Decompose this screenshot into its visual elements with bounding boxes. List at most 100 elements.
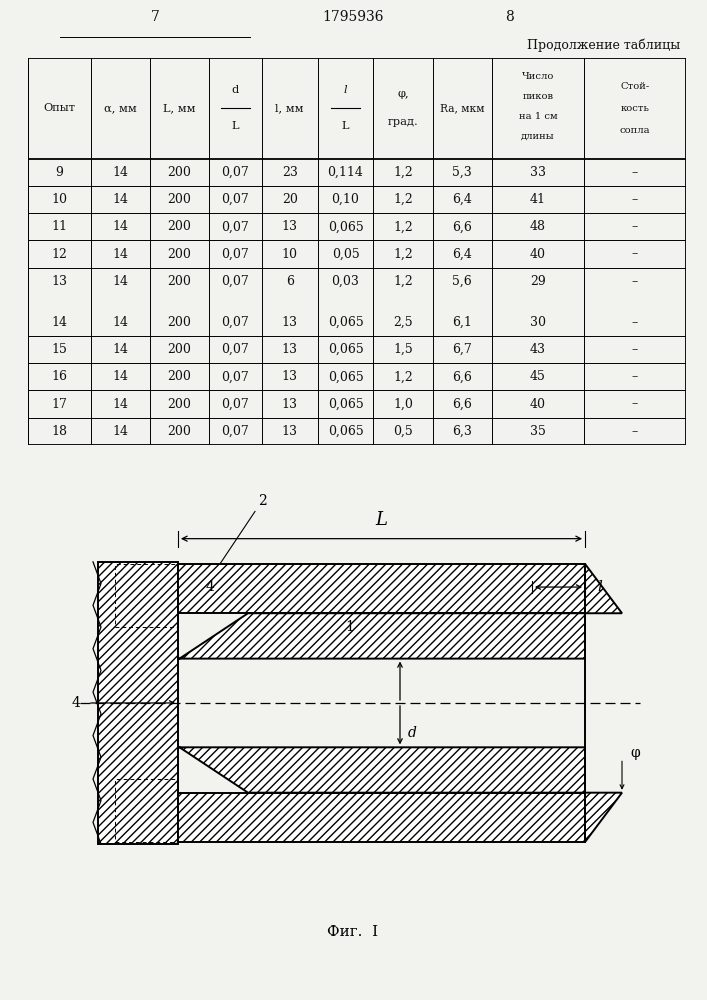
Text: 0,07: 0,07 [221,275,250,288]
Text: 43: 43 [530,343,546,356]
Text: L, мм: L, мм [163,103,196,113]
Text: 13: 13 [281,343,298,356]
Text: 0,065: 0,065 [327,398,363,411]
Text: 14: 14 [112,316,129,329]
Text: φ,: φ, [397,89,409,99]
Text: 0,065: 0,065 [327,425,363,438]
Text: L: L [375,511,387,529]
Text: –: – [632,316,638,329]
Text: 10: 10 [52,193,67,206]
Text: 1,2: 1,2 [393,370,413,383]
Text: 14: 14 [112,193,129,206]
Text: 14: 14 [112,425,129,438]
Text: 6,7: 6,7 [452,343,472,356]
Text: 13: 13 [281,370,298,383]
Text: –: – [632,398,638,411]
Text: 33: 33 [530,166,546,179]
Text: град.: град. [387,117,419,127]
Text: 6,6: 6,6 [452,220,472,233]
Text: d: d [232,85,239,95]
Text: –: – [632,425,638,438]
Text: 2,5: 2,5 [393,316,413,329]
Text: 1,2: 1,2 [393,220,413,233]
Text: 0,065: 0,065 [327,370,363,383]
Text: 9: 9 [56,166,64,179]
Text: 0,07: 0,07 [221,316,250,329]
Text: 29: 29 [530,275,546,288]
Text: 0,114: 0,114 [327,166,363,179]
Text: 0,065: 0,065 [327,343,363,356]
Text: 13: 13 [281,398,298,411]
Text: α, мм: α, мм [104,103,136,113]
Text: 200: 200 [168,166,192,179]
Text: l: l [597,580,602,594]
Text: φ: φ [630,746,640,760]
Text: 0,10: 0,10 [332,193,359,206]
Text: 13: 13 [281,316,298,329]
Text: 0,07: 0,07 [221,370,250,383]
Text: 17: 17 [52,398,67,411]
Text: 0,05: 0,05 [332,248,359,261]
Text: 1,5: 1,5 [393,343,413,356]
Polygon shape [585,564,622,613]
Bar [178,793,585,842]
Text: 6,6: 6,6 [452,398,472,411]
Text: 0,07: 0,07 [221,343,250,356]
Text: l: l [344,85,347,95]
Text: 13: 13 [281,425,298,438]
Text: 1: 1 [346,620,354,634]
Text: 6,4: 6,4 [452,193,472,206]
Text: 5,3: 5,3 [452,166,472,179]
Text: Число: Число [522,72,554,81]
Text: 200: 200 [168,425,192,438]
Text: l, мм: l, мм [276,103,304,113]
Text: –: – [632,220,638,233]
Text: 14: 14 [52,316,67,329]
Text: 11: 11 [52,220,67,233]
Text: Стой-: Стой- [620,82,650,91]
Text: 1,2: 1,2 [393,275,413,288]
Text: Ra, мкм: Ra, мкм [440,103,484,113]
Text: 200: 200 [168,248,192,261]
Text: 16: 16 [52,370,67,383]
Text: 200: 200 [168,275,192,288]
Text: 41: 41 [530,193,546,206]
Text: 0,07: 0,07 [221,193,250,206]
Text: 5,6: 5,6 [452,275,472,288]
Text: на 1 см: на 1 см [518,112,557,121]
Text: 13: 13 [281,220,298,233]
Text: 0,5: 0,5 [393,425,413,438]
Text: 14: 14 [112,220,129,233]
Text: 14: 14 [112,166,129,179]
Text: 1,0: 1,0 [393,398,413,411]
Text: 0,03: 0,03 [332,275,359,288]
Text: 0,07: 0,07 [221,166,250,179]
Text: Опыт: Опыт [44,103,76,113]
Text: 6,6: 6,6 [452,370,472,383]
Text: длины: длины [521,132,555,141]
Text: 0,07: 0,07 [221,248,250,261]
Text: 45: 45 [530,370,546,383]
Text: 40: 40 [530,248,546,261]
Text: 4: 4 [206,580,214,594]
Text: –: – [632,193,638,206]
Text: 30: 30 [530,316,546,329]
Text: 200: 200 [168,193,192,206]
Text: 1,2: 1,2 [393,248,413,261]
Text: –: – [632,166,638,179]
Text: 14: 14 [112,248,129,261]
Text: 14: 14 [112,275,129,288]
Text: пиков: пиков [522,92,554,101]
Text: 0,065: 0,065 [327,316,363,329]
Text: 200: 200 [168,220,192,233]
Text: d: d [408,726,417,740]
Text: Фиг.  I: Фиг. I [327,925,378,939]
Text: L: L [341,121,349,131]
Text: кость: кость [621,104,649,113]
Text: Продолжение таблицы: Продолжение таблицы [527,38,680,52]
Text: 8: 8 [506,10,515,24]
Text: 18: 18 [52,425,67,438]
Text: 0,07: 0,07 [221,220,250,233]
Text: сопла: сопла [619,126,650,135]
Text: 200: 200 [168,316,192,329]
